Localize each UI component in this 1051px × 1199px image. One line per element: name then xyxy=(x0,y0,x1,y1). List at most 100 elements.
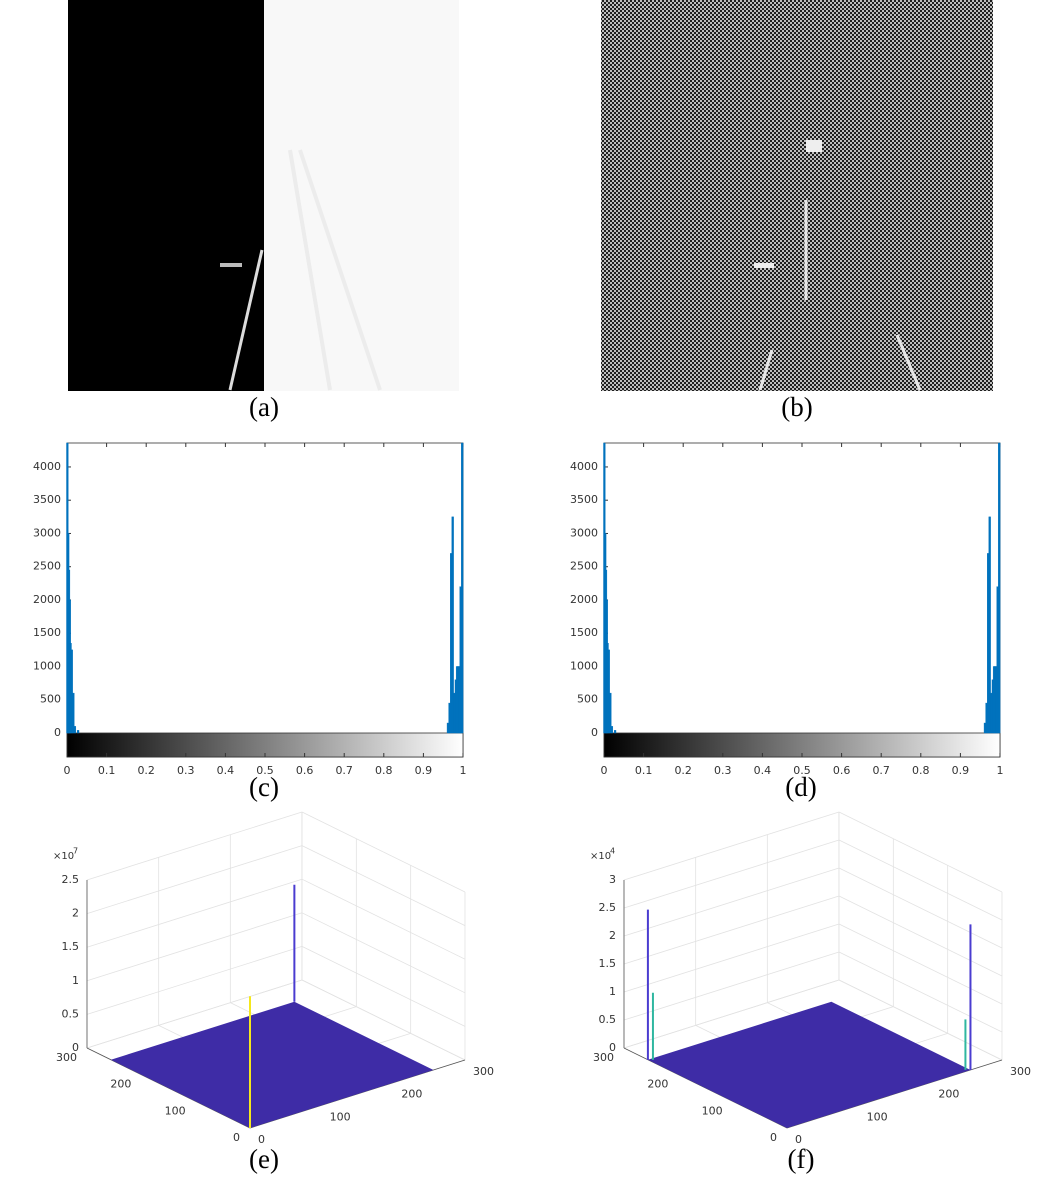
plot-frame xyxy=(603,442,1001,758)
grid-line xyxy=(301,912,466,994)
y-tick-label: 3500 xyxy=(570,493,598,506)
bar xyxy=(613,730,617,734)
z-tick-label: 1 xyxy=(609,985,616,998)
z-tick-label: 2 xyxy=(609,929,616,942)
y-tick-label: 3000 xyxy=(570,526,598,539)
y-tick-label: 1500 xyxy=(570,626,598,639)
grid-line xyxy=(623,895,840,965)
y-tick-label: 1000 xyxy=(570,659,598,672)
grid-line xyxy=(86,979,303,1049)
y-tick-label: 500 xyxy=(40,693,61,706)
bar xyxy=(76,730,80,734)
grid-line xyxy=(838,867,1003,949)
x-tick-label: 100 xyxy=(330,1110,351,1123)
x-tick-label: 0.1 xyxy=(98,764,116,777)
grid-line xyxy=(623,811,840,881)
x-tick-label: 0.9 xyxy=(952,764,970,777)
x-tick-label: 1 xyxy=(997,764,1004,777)
x-tick-label: 200 xyxy=(938,1088,959,1101)
y-tick-label: 2000 xyxy=(33,593,61,606)
y-tick-label: 200 xyxy=(110,1078,131,1091)
x-tick-label: 0 xyxy=(64,764,71,777)
plot-frame xyxy=(66,442,464,758)
bar xyxy=(72,692,75,734)
y-tick-label: 500 xyxy=(577,693,598,706)
caption: (e) xyxy=(249,1144,279,1174)
bar xyxy=(988,516,991,734)
x-tick-label: 0.3 xyxy=(177,764,195,777)
caption: (c) xyxy=(249,772,279,802)
x-tick-label: 0.1 xyxy=(635,764,653,777)
y-tick-label: 2500 xyxy=(570,560,598,573)
z-tick-label: 0.5 xyxy=(599,1013,617,1026)
caption: (f) xyxy=(788,1144,815,1174)
y-tick-label: 3000 xyxy=(33,526,61,539)
grid-line xyxy=(623,839,840,909)
y-tick-label: 1500 xyxy=(33,626,61,639)
y-tick-label: 100 xyxy=(702,1104,723,1117)
z-tick-label: 1.5 xyxy=(599,957,617,970)
y-tick-label: 0 xyxy=(591,726,598,739)
grid-line xyxy=(838,979,1003,1061)
caption: (a) xyxy=(249,392,279,422)
x-tick-label: 0 xyxy=(258,1133,265,1146)
bar xyxy=(451,516,454,734)
z-tick-label: 1 xyxy=(72,974,79,987)
y-tick-label: 3500 xyxy=(33,493,61,506)
y-tick-label: 2500 xyxy=(33,560,61,573)
z-tick-label: 3 xyxy=(609,873,616,886)
caption: (b) xyxy=(781,392,812,422)
x-tick-label: 0.2 xyxy=(674,764,692,777)
y-tick-label: 0 xyxy=(770,1131,777,1144)
axis-exponent: 7 xyxy=(73,847,78,856)
grid-line xyxy=(301,845,466,926)
z-tick-label: 2 xyxy=(72,907,79,920)
axis-multiplier: ×10 xyxy=(590,851,611,862)
grid-line xyxy=(86,811,303,881)
grid-line xyxy=(623,951,840,1021)
y-tick-label: 4000 xyxy=(33,460,61,473)
y-tick-label: 2000 xyxy=(570,593,598,606)
bar xyxy=(461,442,464,734)
x-tick-label: 0.4 xyxy=(754,764,772,777)
z-tick-label: 1.5 xyxy=(62,940,80,953)
grid-line xyxy=(301,811,466,893)
bar xyxy=(609,692,612,734)
grid-line xyxy=(623,979,840,1049)
axis-exponent: 4 xyxy=(610,847,615,856)
grid-line xyxy=(86,912,303,982)
bar xyxy=(998,442,1001,734)
z-tick-label: 2.5 xyxy=(62,873,80,886)
caption: (d) xyxy=(785,772,816,802)
y-tick-label: 4000 xyxy=(570,460,598,473)
x-tick-label: 0 xyxy=(795,1133,802,1146)
x-tick-label: 0.7 xyxy=(872,764,890,777)
x-tick-label: 100 xyxy=(867,1110,888,1123)
x-tick-label: 0 xyxy=(601,764,608,777)
y-tick-label: 1000 xyxy=(33,659,61,672)
bar xyxy=(73,726,77,734)
y-tick-label: 100 xyxy=(165,1104,186,1117)
x-tick-label: 0.3 xyxy=(714,764,732,777)
grid-line xyxy=(301,979,466,1061)
x-tick-label: 200 xyxy=(401,1088,422,1101)
x-tick-label: 0.2 xyxy=(137,764,155,777)
grid-line xyxy=(838,811,1003,893)
x-tick-label: 0.9 xyxy=(415,764,433,777)
grid-line xyxy=(301,946,466,1027)
axis-multiplier: ×10 xyxy=(53,851,74,862)
grid-line xyxy=(838,951,1003,1033)
x-tick-label: 0.8 xyxy=(375,764,393,777)
z-tick-label: 0.5 xyxy=(62,1007,80,1020)
z-tick-label: 0 xyxy=(72,1041,79,1054)
x-tick-label: 300 xyxy=(473,1065,494,1078)
grid-line xyxy=(838,839,1003,921)
z-tick-label: 0 xyxy=(609,1041,616,1054)
bar xyxy=(70,649,73,734)
x-tick-label: 0.4 xyxy=(217,764,235,777)
bar xyxy=(610,726,614,734)
x-tick-label: 0.5 xyxy=(793,764,811,777)
grid-line xyxy=(623,867,840,937)
